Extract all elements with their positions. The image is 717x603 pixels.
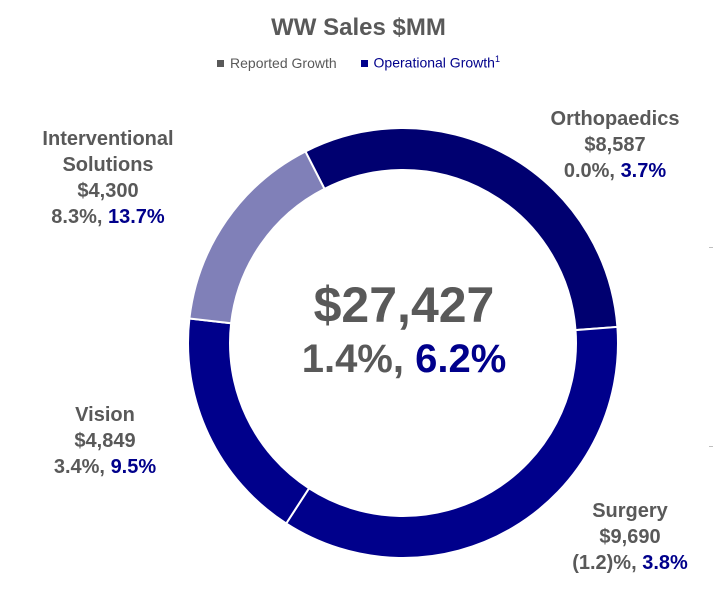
segment-name: Surgery	[592, 500, 668, 522]
axis-tick-mark	[709, 247, 713, 248]
segment-value: $8,587	[584, 134, 646, 156]
segment-value: $4,849	[74, 430, 136, 452]
center-growth: 1.4%, 6.2%	[254, 334, 554, 384]
legend-swatch-reported	[217, 59, 225, 67]
center-reported-growth: 1.4%,	[301, 337, 404, 381]
segment-operational-growth: 3.7%	[620, 160, 667, 182]
chart-title: WW Sales $MM	[271, 14, 446, 41]
segment-reported-growth: 8.3%,	[51, 206, 103, 228]
segment-value: $9,690	[599, 526, 661, 548]
segment-reported-growth: 3.4%,	[53, 456, 105, 478]
segment-label-interventional-solutions: Interventional Solutions $4,300 8.3%, 13…	[18, 126, 198, 230]
axis-tick-mark	[709, 446, 713, 447]
donut-slice-interventional-solutions	[188, 150, 326, 325]
segment-growth: 3.4%, 9.5%	[20, 454, 190, 480]
segment-label-orthopaedics: Orthopaedics $8,587 0.0%, 3.7%	[530, 106, 700, 184]
chart-legend: Reported Growth Operational Growth1	[0, 54, 717, 71]
segment-growth: 0.0%, 3.7%	[530, 158, 700, 184]
segment-operational-growth: 3.8%	[642, 552, 688, 574]
segment-value: $4,300	[77, 180, 139, 202]
segment-growth: (1.2)%, 3.8%	[545, 550, 715, 576]
center-summary: $27,427 1.4%, 6.2%	[254, 276, 554, 384]
center-operational-growth: 6.2%	[415, 337, 507, 381]
segment-growth: 8.3%, 13.7%	[18, 204, 198, 230]
center-total: $27,427	[313, 277, 495, 333]
legend-swatch-operational	[360, 59, 368, 67]
segment-reported-growth: 0.0%,	[563, 160, 615, 182]
segment-label-vision: Vision $4,849 3.4%, 9.5%	[20, 402, 190, 480]
legend-label-reported: Reported Growth	[230, 54, 337, 71]
segment-name: Orthopaedics	[550, 108, 680, 130]
segment-operational-growth: 13.7%	[108, 206, 165, 228]
segment-reported-growth: (1.2)%,	[572, 552, 637, 574]
legend-footnote: 1	[494, 54, 500, 64]
legend-item-operational: Operational Growth1	[360, 54, 500, 71]
segment-name-line1: Interventional	[42, 128, 174, 150]
segment-name-line2: Solutions	[62, 154, 154, 176]
legend-item-reported: Reported Growth	[217, 55, 337, 71]
segment-name: Vision	[75, 404, 135, 426]
segment-label-surgery: Surgery $9,690 (1.2)%, 3.8%	[545, 498, 715, 576]
segment-operational-growth: 9.5%	[110, 456, 157, 478]
legend-label-operational: Operational Growth	[373, 54, 495, 71]
